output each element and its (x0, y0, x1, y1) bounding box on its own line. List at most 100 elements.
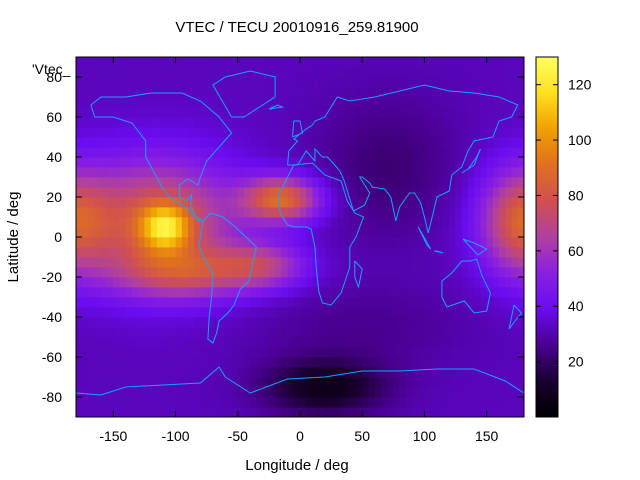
heat-cell (436, 207, 444, 218)
heat-cell (312, 277, 320, 288)
heat-cell (275, 337, 282, 348)
heat-cell (88, 307, 96, 318)
heat-cell (175, 257, 183, 268)
heat-cell (107, 257, 114, 268)
heat-cell (356, 337, 363, 348)
heat-cell (430, 97, 438, 108)
heat-cell (212, 87, 220, 98)
heat-cell (324, 187, 332, 198)
heat-cell (380, 347, 388, 358)
heat-cell (368, 137, 376, 148)
heat-cell (362, 387, 369, 398)
heat-cell (511, 287, 519, 298)
heat-cell (424, 327, 432, 338)
heat-cell (293, 397, 301, 408)
heat-cell (231, 197, 239, 208)
heat-cell (132, 217, 139, 228)
heat-cell (461, 127, 469, 138)
heat-cell (244, 347, 251, 358)
heat-cell (206, 297, 214, 308)
heat-cell (511, 157, 519, 168)
heat-cell (455, 167, 463, 178)
heat-cell (412, 337, 419, 348)
heat-cell (256, 227, 264, 238)
heat-cell (237, 147, 245, 158)
heat-cell (275, 357, 282, 368)
heat-cell (125, 387, 133, 398)
heat-cell (312, 337, 320, 348)
heat-cell (119, 227, 127, 238)
heat-cell (169, 77, 176, 88)
heat-cell (125, 307, 133, 318)
heat-cell (486, 397, 494, 408)
heat-cell (119, 187, 127, 198)
heat-cell (76, 337, 83, 348)
heat-cell (443, 217, 450, 228)
heat-cell (156, 107, 164, 118)
heat-cell (262, 407, 270, 417)
heat-cell (511, 397, 519, 408)
heat-cell (517, 357, 524, 368)
heat-cell (468, 197, 475, 208)
heat-cell (194, 107, 201, 118)
heat-cell (418, 347, 425, 358)
heat-cell (132, 227, 139, 238)
heat-cell (356, 317, 363, 328)
heat-cell (455, 337, 463, 348)
heat-cell (113, 107, 120, 118)
heat-cell (281, 107, 288, 118)
heat-cell (262, 317, 270, 328)
heat-cell (356, 187, 363, 198)
heat-cell (362, 167, 369, 178)
heat-cell (244, 217, 251, 228)
heat-cell (324, 307, 332, 318)
heat-cell (244, 57, 251, 68)
heat-cell (337, 177, 344, 188)
heat-cell (132, 257, 139, 268)
heat-cell (380, 367, 388, 378)
heat-cell (300, 387, 307, 398)
heat-cell (480, 377, 488, 388)
heat-cell (380, 397, 388, 408)
heat-cell (107, 297, 114, 308)
heat-cell (362, 137, 369, 148)
heat-cell (194, 177, 201, 188)
heat-cell (107, 177, 114, 188)
heat-cell (405, 207, 413, 218)
heat-cell (436, 347, 444, 358)
heat-cell (94, 317, 102, 328)
heat-cell (188, 87, 195, 98)
heat-cell (156, 77, 164, 88)
heat-cell (194, 127, 201, 138)
heat-cell (331, 207, 338, 218)
heat-cell (237, 117, 245, 128)
heat-cell (125, 287, 133, 298)
heat-cell (169, 217, 176, 228)
heat-cell (349, 97, 357, 108)
x-axis-label: Longitude / deg (245, 457, 348, 474)
heat-cell (349, 227, 357, 238)
heat-cell (412, 297, 419, 308)
heat-cell (511, 57, 519, 68)
heat-cell (331, 347, 338, 358)
heat-cell (169, 227, 176, 238)
heat-cell (268, 327, 276, 338)
heat-cell (88, 127, 96, 138)
heat-cell (281, 267, 288, 278)
heat-cell (430, 347, 438, 358)
heat-cell (312, 207, 320, 218)
x-tick-label: 150 (475, 428, 499, 444)
heat-cell (169, 337, 176, 348)
heat-cell (225, 387, 232, 398)
heat-cell (82, 157, 89, 168)
heat-cell (356, 197, 363, 208)
heat-cell (212, 387, 220, 398)
heat-cell (474, 187, 481, 198)
heat-cell (100, 347, 108, 358)
heat-cell (275, 67, 282, 78)
heat-cell (287, 227, 295, 238)
heat-cell (505, 187, 512, 198)
heat-cell (331, 277, 338, 288)
heat-cell (293, 377, 301, 388)
heat-cell (125, 197, 133, 208)
